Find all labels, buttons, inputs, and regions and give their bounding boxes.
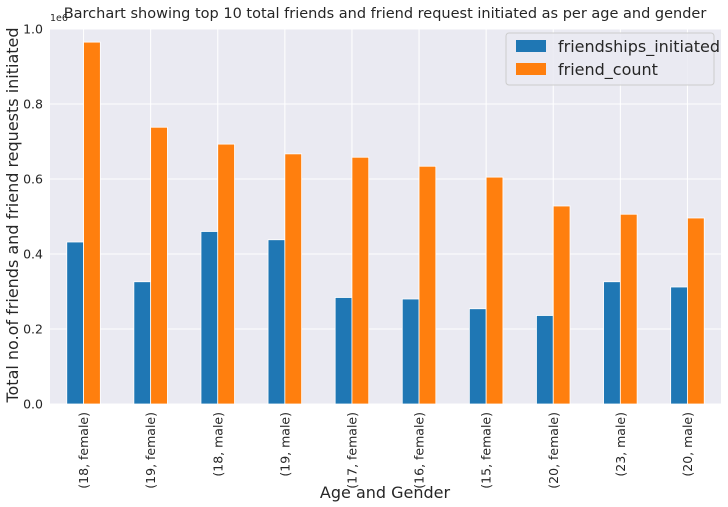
y-tick-label: 0.2 [23,322,43,337]
legend-label: friendships_initiated [558,37,720,57]
bar-friendships_initiated [603,281,621,405]
x-tick-label: (19, male) [277,412,292,477]
x-tick-label: (18, male) [210,412,225,477]
legend-box [505,32,715,86]
bar-friend_count [687,217,705,405]
bar-friendships_initiated [200,231,219,405]
bar-friendships_initiated [267,239,286,405]
y-axis-exponent: 1e6 [50,13,68,24]
x-tick-label: (20, female) [546,412,561,489]
bar-friendships_initiated [670,286,688,405]
bar-friend_count [418,165,437,405]
chart-title: Barchart showing top 10 total friends an… [64,6,707,22]
legend-swatch [516,40,546,52]
bar-friendships_initiated [536,315,554,405]
y-axis-label: Total no.of friends and friend requests … [3,27,22,403]
x-tick-label: (18, female) [76,412,91,489]
y-tick-label: 0.0 [23,397,43,412]
y-tick-label: 0.8 [23,97,43,112]
bar-friendships_initiated [468,308,487,405]
legend-label: friend_count [558,60,658,80]
x-tick-label: (16, female) [412,412,427,489]
y-tick-label: 0.6 [23,172,43,187]
x-tick-label: (15, female) [479,412,494,489]
bars [66,41,705,405]
legend-swatch [516,63,546,75]
bar-friend_count [217,143,235,405]
y-tick-labels: 0.0 0.2 0.4 0.6 0.8 1.0 [23,22,43,412]
bar-friend_count [351,156,370,405]
bar-friendships_initiated [334,297,353,405]
bar-friendships_initiated [401,298,420,405]
bar-friendships_initiated [133,281,152,405]
x-tick-labels: (18, female) (19, female) (18, male) (19, m… [76,412,695,489]
x-tick-label: (19, female) [143,412,158,489]
x-tick-label: (23, male) [613,412,628,477]
bar-friend_count [485,176,504,405]
y-tick-label: 1.0 [23,22,43,37]
bar-friend_count [284,153,303,405]
bar-friend_count [83,41,101,405]
bar-friend_count [552,205,571,405]
bar-friend_count [619,213,638,405]
y-tick-label: 0.4 [23,247,43,262]
legend: friendships_initiated friend_count [505,32,720,86]
bar-friendships_initiated [66,241,84,405]
x-tick-label: (17, female) [344,412,359,489]
bar-friend_count [150,126,168,405]
x-axis-label: Age and Gender [320,483,451,502]
x-tick-label: (20, male) [680,412,695,477]
